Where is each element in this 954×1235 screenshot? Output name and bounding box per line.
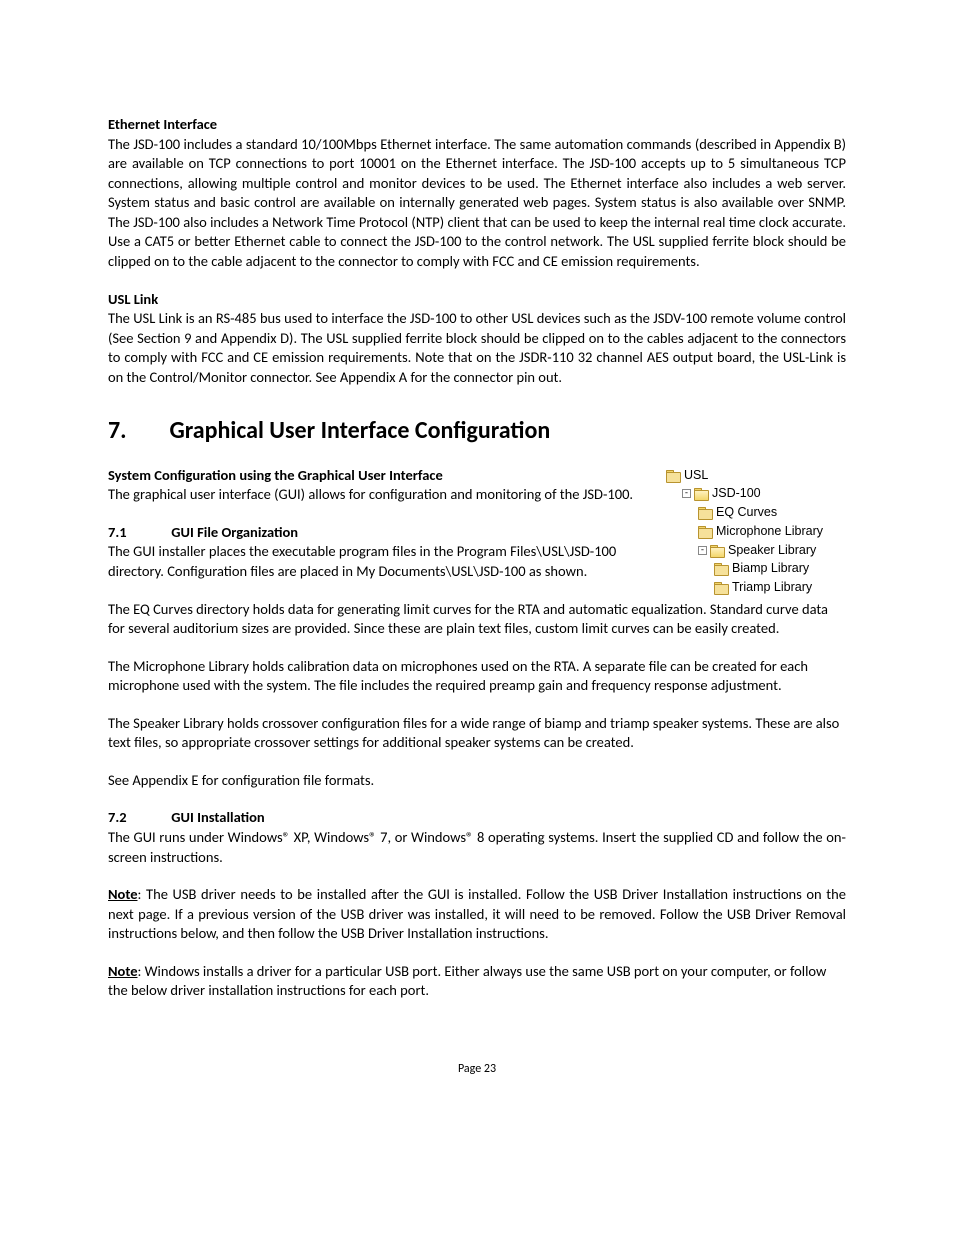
- note1-text: : The USB driver needs to be installed a…: [108, 885, 846, 942]
- tree-row[interactable]: - JSD-100: [666, 484, 846, 503]
- tree-row[interactable]: Microphone Library: [666, 522, 846, 541]
- section-7-title: 7. Graphical User Interface Configuratio…: [108, 415, 846, 447]
- folder-icon: [714, 563, 728, 574]
- tree-toggle-icon[interactable]: -: [682, 489, 691, 498]
- usl-heading: USL Link: [108, 290, 846, 310]
- section-number: 7.: [108, 415, 164, 447]
- subsection-7-2-heading: 7.2 GUI Installation: [108, 808, 846, 828]
- folder-icon: [698, 526, 712, 537]
- tree-label: Microphone Library: [716, 522, 823, 541]
- folder-icon: [714, 582, 728, 593]
- folder-icon: [694, 488, 708, 499]
- folder-icon: [698, 507, 712, 518]
- subsection-title: GUI Installation: [171, 808, 264, 826]
- tree-row[interactable]: EQ Curves: [666, 503, 846, 522]
- s71-body4: The Speaker Library holds crossover conf…: [108, 714, 846, 753]
- s71-body2: The EQ Curves directory holds data for g…: [108, 600, 846, 639]
- tree-label: JSD-100: [712, 484, 761, 503]
- usl-body: The USL Link is an RS-485 bus used to in…: [108, 309, 846, 387]
- tree-label: Triamp Library: [732, 578, 812, 597]
- subsection-number: 7.1: [108, 523, 168, 543]
- s71-body3: The Microphone Library holds calibration…: [108, 657, 846, 696]
- subsection-number: 7.2: [108, 808, 168, 828]
- note-label: Note: [108, 962, 138, 980]
- tree-row[interactable]: Biamp Library: [666, 559, 846, 578]
- section-heading-text: Graphical User Interface Configuration: [169, 416, 550, 445]
- tree-row[interactable]: USL: [666, 466, 846, 485]
- tree-row[interactable]: Triamp Library: [666, 578, 846, 597]
- page-number: Page 23: [108, 1061, 846, 1077]
- ethernet-heading: Ethernet Interface: [108, 115, 846, 135]
- tree-label: Biamp Library: [732, 559, 809, 578]
- ethernet-body: The JSD-100 includes a standard 10/100Mb…: [108, 135, 846, 272]
- note2-text: : Windows installs a driver for a partic…: [108, 962, 826, 1000]
- tree-label: EQ Curves: [716, 503, 777, 522]
- folder-tree: USL-JSD-100EQ CurvesMicrophone Library-S…: [666, 466, 846, 597]
- s72-body: The GUI runs under Windows® XP, Windows®…: [108, 828, 846, 867]
- tree-row[interactable]: - Speaker Library: [666, 541, 846, 560]
- s72-note2: Note: Windows installs a driver for a pa…: [108, 962, 846, 1001]
- tree-label: USL: [684, 466, 708, 485]
- subsection-title: GUI File Organization: [171, 523, 298, 541]
- tree-label: Speaker Library: [728, 541, 816, 560]
- tree-toggle-icon[interactable]: -: [698, 546, 707, 555]
- folder-icon: [666, 470, 680, 481]
- note-label: Note: [108, 885, 138, 903]
- s72-note1: Note: The USB driver needs to be install…: [108, 885, 846, 944]
- s71-body5: See Appendix E for configuration file fo…: [108, 771, 846, 791]
- folder-icon: [710, 545, 724, 556]
